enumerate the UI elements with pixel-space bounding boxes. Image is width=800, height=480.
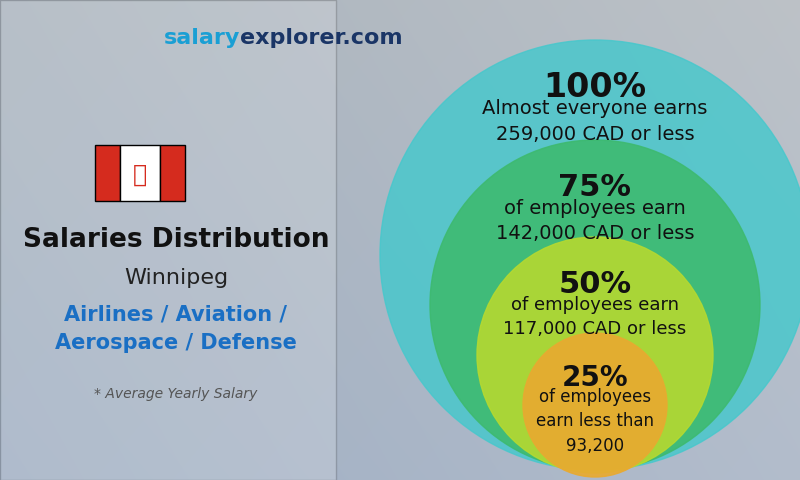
Text: 75%: 75% bbox=[558, 173, 631, 202]
Text: explorer.com: explorer.com bbox=[240, 28, 402, 48]
Text: Airlines / Aviation /
Aerospace / Defense: Airlines / Aviation / Aerospace / Defens… bbox=[55, 305, 297, 353]
Text: Almost everyone earns
259,000 CAD or less: Almost everyone earns 259,000 CAD or les… bbox=[482, 99, 708, 144]
FancyBboxPatch shape bbox=[0, 0, 336, 480]
Text: 50%: 50% bbox=[558, 270, 631, 299]
FancyBboxPatch shape bbox=[95, 145, 120, 201]
Text: of employees
earn less than
93,200: of employees earn less than 93,200 bbox=[536, 388, 654, 455]
FancyBboxPatch shape bbox=[160, 145, 185, 201]
Circle shape bbox=[477, 237, 713, 473]
Text: 🍁: 🍁 bbox=[133, 163, 147, 187]
Circle shape bbox=[430, 140, 760, 470]
Text: of employees earn
117,000 CAD or less: of employees earn 117,000 CAD or less bbox=[503, 296, 686, 338]
Text: 100%: 100% bbox=[543, 71, 646, 104]
Text: 25%: 25% bbox=[562, 364, 628, 392]
Text: Salaries Distribution: Salaries Distribution bbox=[22, 227, 330, 253]
Circle shape bbox=[380, 40, 800, 470]
Circle shape bbox=[523, 333, 667, 477]
Text: of employees earn
142,000 CAD or less: of employees earn 142,000 CAD or less bbox=[496, 199, 694, 243]
Text: * Average Yearly Salary: * Average Yearly Salary bbox=[94, 386, 258, 401]
Text: Winnipeg: Winnipeg bbox=[124, 268, 228, 288]
FancyBboxPatch shape bbox=[120, 145, 160, 201]
Text: salary: salary bbox=[164, 28, 240, 48]
